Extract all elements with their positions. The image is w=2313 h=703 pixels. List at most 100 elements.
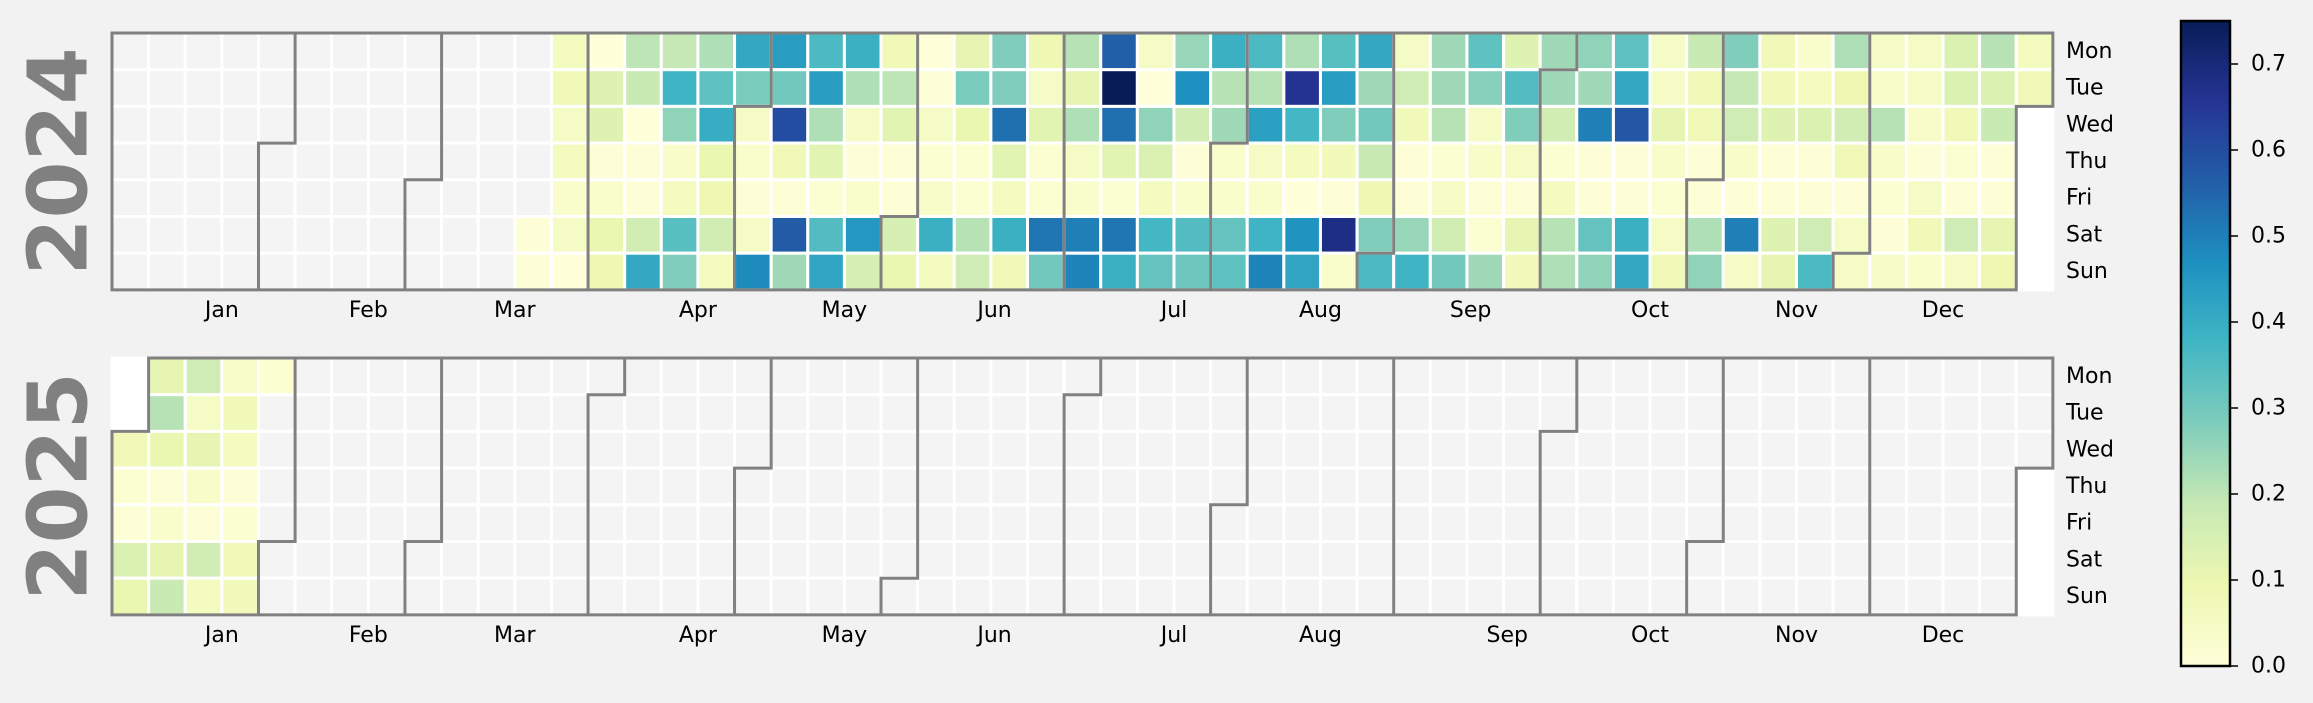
heatmap-cell-empty: [403, 576, 444, 617]
heatmap-cell-empty: [1538, 503, 1579, 543]
heatmap-cell-empty: [1099, 356, 1139, 397]
heatmap-cell-empty: [1062, 356, 1103, 397]
heatmap-cell: [1868, 178, 1908, 219]
heatmap-cell: [1868, 68, 1908, 108]
heatmap-cell: [183, 393, 224, 433]
heatmap-cell-empty: [1428, 429, 1469, 470]
heatmap-cell-empty: [1648, 429, 1689, 470]
heatmap-cell: [1099, 68, 1139, 108]
heatmap-cell: [1172, 251, 1213, 292]
heatmap-cell-empty: [1209, 576, 1249, 617]
heatmap-cell: [1868, 251, 1908, 292]
heatmap-cell: [1062, 215, 1103, 255]
heatmap-cell-empty: [586, 429, 627, 470]
year-label: 2024: [12, 47, 107, 275]
heatmap-cell-empty: [513, 466, 553, 507]
heatmap-cell: [110, 429, 151, 470]
heatmap-cell-empty: [147, 251, 187, 292]
heatmap-cell: [1209, 68, 1249, 108]
heatmap-cell-empty: [1062, 429, 1103, 470]
heatmap-cell-empty: [1245, 393, 1286, 433]
heatmap-cell: [1538, 104, 1579, 145]
month-label-jul: Jul: [1159, 623, 1188, 648]
heatmap-cell: [1978, 251, 2018, 292]
heatmap-cell-empty: [623, 540, 663, 580]
heatmap-cell: [1868, 215, 1908, 255]
month-label-apr: Apr: [679, 623, 718, 648]
heatmap-cell-empty: [440, 104, 480, 145]
heatmap-cell: [1465, 104, 1506, 145]
heatmap-cell: [1428, 31, 1469, 72]
heatmap-cell-empty: [1611, 429, 1652, 470]
heatmap-cell-empty: [879, 576, 920, 617]
heatmap-cell-empty: [1721, 429, 1762, 470]
heatmap-cell-empty: [733, 503, 773, 543]
heatmap-cell-empty: [842, 540, 883, 580]
heatmap-cell: [1758, 215, 1799, 255]
heatmap-cell: [1685, 104, 1725, 145]
heatmap-cell: [1428, 68, 1469, 108]
heatmap-cell-empty: [2014, 393, 2055, 433]
heatmap-cell: [586, 31, 627, 72]
heatmap-cell-empty: [1026, 576, 1066, 617]
heatmap-cell: [1721, 31, 1762, 72]
heatmap-cell: [1392, 31, 1432, 72]
heatmap-cell: [1831, 31, 1872, 72]
heatmap-cell: [1355, 251, 1396, 292]
heatmap-cell: [1392, 141, 1432, 182]
heatmap-cell-empty: [183, 68, 224, 108]
heatmap-cell: [989, 68, 1030, 108]
heatmap-cell-empty: [513, 429, 553, 470]
heatmap-cell-empty: [806, 540, 846, 580]
month-label-dec: Dec: [1922, 298, 1965, 323]
heatmap-cell: [842, 31, 883, 72]
heatmap-cell: [549, 215, 590, 255]
heatmap-cell: [1904, 251, 1945, 292]
heatmap-cell: [1135, 104, 1176, 145]
heatmap-cell-empty: [1209, 540, 1249, 580]
day-label-sat: Sat: [2066, 222, 2102, 247]
heatmap-cell-empty: [147, 31, 187, 72]
heatmap-cell: [183, 466, 224, 507]
heatmap-cell-empty: [110, 141, 151, 182]
heatmap-cell: [623, 215, 663, 255]
heatmap-cell: [1795, 141, 1835, 182]
heatmap-cell-empty: [916, 393, 956, 433]
heatmap-cell: [183, 540, 224, 580]
heatmap-cell: [1904, 68, 1945, 108]
heatmap-cell: [1611, 68, 1652, 108]
heatmap-cell-empty: [293, 356, 334, 397]
heatmap-cell: [1648, 104, 1689, 145]
heatmap-cell-empty: [1099, 393, 1139, 433]
heatmap-cell-empty: [806, 503, 846, 543]
heatmap-cell-empty: [366, 576, 407, 617]
heatmap-cell-empty: [256, 104, 297, 145]
heatmap-cell: [183, 356, 224, 397]
heatmap-cell: [1538, 215, 1579, 255]
heatmap-cells: [110, 31, 2055, 292]
heatmap-cell-empty: [1831, 540, 1872, 580]
heatmap-cell-empty: [1318, 540, 1359, 580]
heatmap-cell-empty: [1172, 429, 1213, 470]
day-label-wed: Wed: [2066, 112, 2114, 137]
heatmap-cell-empty: [2014, 429, 2055, 470]
heatmap-cell: [1575, 141, 1615, 182]
heatmap-cell-empty: [1062, 576, 1103, 617]
heatmap-cell: [1904, 215, 1945, 255]
heatmap-cell-empty: [476, 215, 517, 255]
month-boundary-line: [733, 33, 773, 290]
heatmap-cell: [549, 251, 590, 292]
heatmap-cell-empty: [696, 503, 737, 543]
heatmap-cell-empty: [403, 141, 444, 182]
heatmap-cell-empty: [293, 466, 334, 507]
heatmap-cell-empty: [1062, 466, 1103, 507]
heatmap-cell-empty: [256, 576, 297, 617]
heatmap-cell-empty: [623, 576, 663, 617]
heatmap-cell: [842, 251, 883, 292]
heatmap-cell: [1428, 104, 1469, 145]
heatmap-cell: [733, 215, 773, 255]
heatmap-cell-empty: [330, 576, 370, 617]
month-boundary-line: [1538, 33, 1579, 290]
heatmap-cell-empty: [366, 68, 407, 108]
heatmap-cell: [147, 540, 187, 580]
